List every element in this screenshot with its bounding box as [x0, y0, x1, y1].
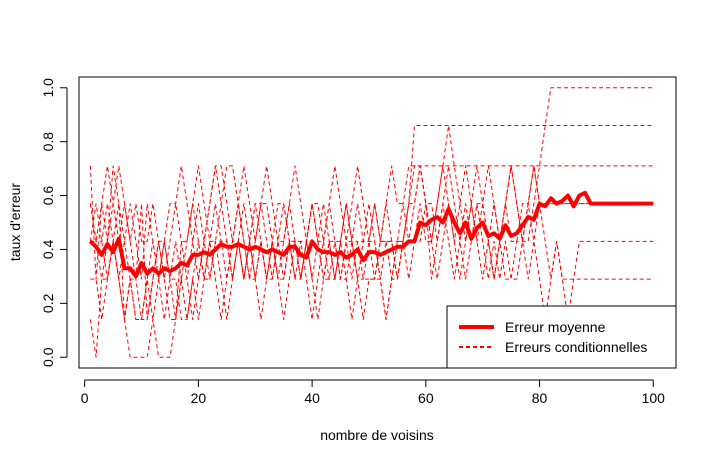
- conditional-error-line-1: [89, 165, 654, 320]
- legend-label-mean: Erreur moyenne: [505, 319, 606, 335]
- legend-box: [446, 305, 677, 369]
- legend: Erreur moyenne Erreurs conditionnelles: [446, 305, 677, 369]
- y-tick-label: 0.2: [40, 293, 56, 313]
- axes: 0 20 40 60 80 100 0.0 0.2 0.4 0.6 0.8 1.0: [40, 78, 665, 406]
- y-tick-label: 1.0: [40, 78, 56, 98]
- mean-error-line: [88, 190, 654, 279]
- x-axis-title: nombre de voisins: [320, 427, 434, 443]
- x-tick-label: 40: [304, 390, 320, 406]
- y-tick-label: 0.8: [40, 132, 56, 152]
- y-tick-label: 0.0: [40, 347, 56, 367]
- conditional-error-line-6: [90, 165, 654, 280]
- y-tick-label: 0.4: [40, 240, 56, 260]
- series-layer: [88, 87, 654, 358]
- x-tick-label: 20: [191, 390, 207, 406]
- plot-frame: [78, 76, 677, 369]
- x-tick-label: 80: [532, 390, 548, 406]
- x-tick-label: 100: [642, 390, 666, 406]
- x-tick-label: 60: [418, 390, 434, 406]
- x-tick-label: 0: [81, 390, 89, 406]
- y-tick-label: 0.6: [40, 186, 56, 206]
- conditional-error-line-2: [89, 125, 654, 358]
- conditional-error-line-4: [89, 87, 654, 320]
- legend-label-conditional: Erreurs conditionnelles: [505, 339, 647, 355]
- conditional-error-line-7: [89, 165, 654, 320]
- y-axis-title: taux d'erreur: [7, 183, 23, 261]
